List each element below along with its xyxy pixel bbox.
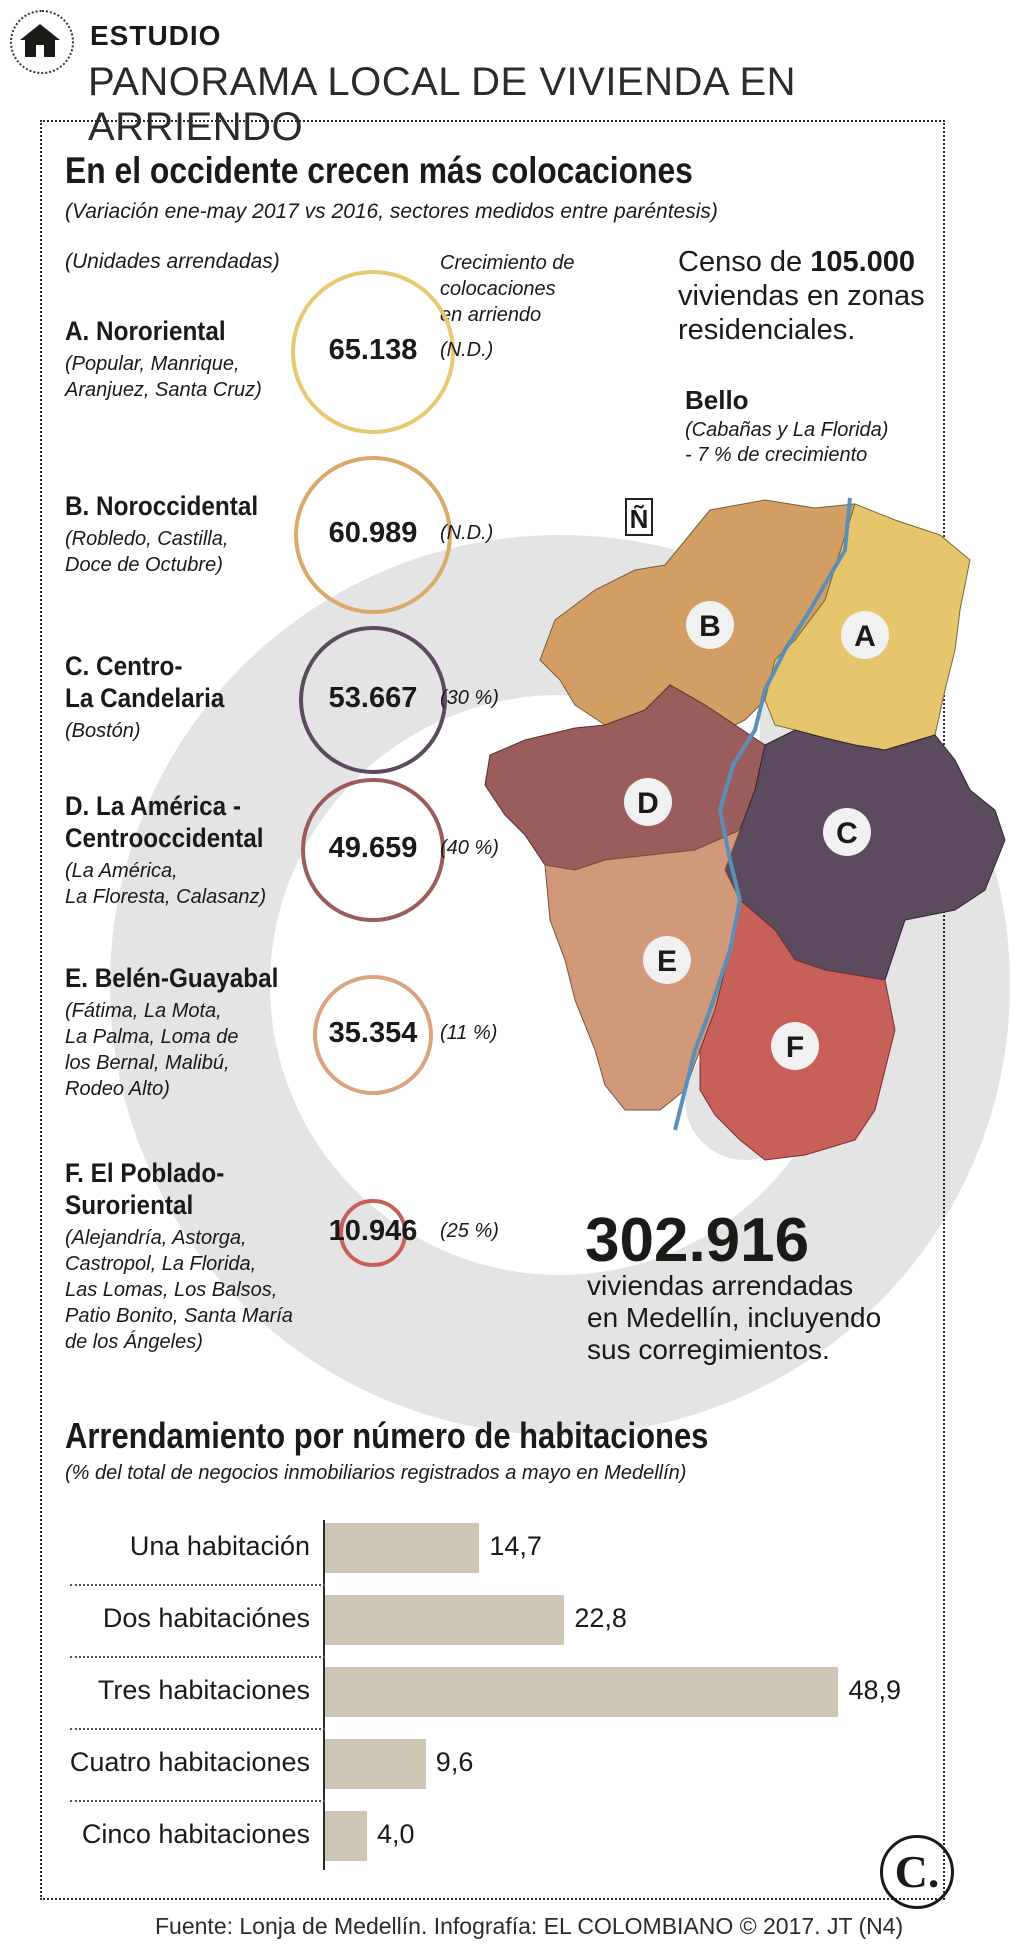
svg-text:B: B: [699, 610, 721, 643]
bar-category-label: Cuatro habitaciones: [69, 1747, 310, 1777]
sector-districts: los Bernal, Malibú,: [65, 1052, 230, 1074]
svg-text:C: C: [836, 817, 858, 850]
sector-growth: (30 %): [440, 687, 499, 709]
sector-districts: (Bostón): [65, 720, 141, 742]
bar-value-label: 14,7: [489, 1531, 542, 1561]
map-label-e: E: [643, 936, 691, 984]
bar-value-label: 9,6: [435, 1747, 474, 1777]
total-caption: viviendas arrendadas en Medellín, incluy…: [587, 1270, 882, 1365]
growth-header: Crecimiento de colocaciones en arriendo: [440, 252, 575, 326]
sector-ring: [339, 1199, 407, 1267]
sector-districts: (Popular, Manrique,: [65, 353, 240, 375]
bar-category-label: Una habitación: [129, 1531, 310, 1561]
sector-units: 35.354: [328, 1017, 418, 1049]
bar-axis: [323, 1520, 325, 1870]
bar-value-label: 22,8: [574, 1603, 627, 1633]
bello-name: Bello: [685, 385, 749, 415]
sector-units: 60.989: [328, 517, 418, 549]
sector-name: E. Belén-Guayabal: [65, 963, 279, 993]
north-icon: Ñ: [625, 498, 653, 536]
sector-districts: Las Lomas, Los Balsos,: [65, 1279, 278, 1301]
sector-districts: de los Ángeles): [65, 1331, 203, 1353]
sector-growth: (25 %): [440, 1220, 499, 1242]
sector-name: D. La América -: [65, 791, 242, 821]
sector-growth: (N.D.): [440, 522, 494, 544]
sector-name: Centrooccidental: [65, 823, 264, 853]
sector-ring: [291, 270, 455, 434]
map-label-f: F: [771, 1022, 819, 1070]
sector-ring: [312, 974, 434, 1096]
bar: [325, 1739, 426, 1789]
brand-logo: C.: [880, 1835, 954, 1909]
sector-name: F. El Poblado-: [65, 1158, 225, 1188]
sector-units: 65.138: [328, 334, 418, 366]
bar-value-label: 4,0: [377, 1819, 415, 1849]
sector-districts: Aranjuez, Santa Cruz): [65, 379, 262, 401]
units-label: (Unidades arrendadas): [65, 250, 280, 273]
total-number: 302.916: [585, 1206, 810, 1275]
chart-title: Arrendamiento por número de habitaciones: [65, 1415, 709, 1456]
sector-map: B A D C E F: [484, 497, 1006, 1161]
sector-districts: Patio Bonito, Santa María: [65, 1305, 293, 1327]
bar: [325, 1523, 480, 1573]
bar-category-label: Dos habitaciónes: [102, 1603, 310, 1633]
sector-districts: (Robledo, Castilla,: [65, 528, 229, 550]
row-separator: [70, 1584, 325, 1586]
row-separator: [70, 1656, 325, 1658]
sector-districts: La Palma, Loma de: [65, 1026, 239, 1048]
bar: [325, 1667, 839, 1717]
row-separator: [70, 1728, 325, 1730]
census-text: Censo de 105.000 viviendas en zonas resi…: [678, 246, 925, 346]
section-subtitle: (Variación ene-may 2017 vs 2016, sectore…: [65, 200, 718, 223]
map-river: [673, 497, 852, 1131]
bar: [325, 1811, 367, 1861]
sector-name: B. Noroccidental: [65, 491, 259, 521]
sector-units: 49.659: [328, 832, 418, 864]
bello-note: (Cabañas y La Florida) - 7 % de crecimie…: [685, 419, 889, 466]
home-icon: [10, 10, 74, 74]
row-separator: [70, 1800, 325, 1802]
kicker: ESTUDIO: [90, 20, 222, 51]
sector-units: 53.667: [328, 682, 418, 714]
map-label-b: B: [686, 601, 734, 649]
sector-districts: Rodeo Alto): [65, 1078, 170, 1100]
bar-value-label: 48,9: [848, 1675, 901, 1705]
bar-category-label: Cinco habitaciones: [81, 1819, 310, 1849]
page-title: PANORAMA LOCAL DE VIVIENDA EN ARRIENDO: [88, 60, 797, 149]
sector-growth: (11 %): [440, 1022, 498, 1044]
sector-ring: [301, 778, 445, 922]
map-label-c: C: [823, 808, 871, 856]
svg-text:A: A: [854, 620, 876, 653]
sector-districts: La Floresta, Calasanz): [65, 886, 267, 908]
svg-text:E: E: [657, 945, 677, 978]
map-label-a: A: [841, 611, 889, 659]
sector-ring: [298, 625, 448, 775]
svg-text:F: F: [786, 1031, 804, 1064]
sector-growth: (N.D.): [440, 339, 494, 361]
sector-districts: (La América,: [65, 860, 178, 882]
sector-name: A. Nororiental: [65, 316, 226, 346]
sector-growth: (40 %): [440, 837, 499, 859]
content-frame: [40, 120, 945, 1900]
bar-category-label: Tres habitaciones: [97, 1675, 310, 1705]
sector-districts: (Alejandría, Astorga,: [65, 1227, 247, 1249]
frame-bottom: [40, 1898, 945, 1900]
sector-districts: Castropol, La Florida,: [65, 1253, 257, 1275]
sector-name: La Candelaria: [65, 683, 225, 713]
sector-districts: (Fátima, La Mota,: [65, 1000, 222, 1022]
sector-units: 10.946: [328, 1215, 418, 1247]
footer-credit: Fuente: Lonja de Medellín. Infografía: E…: [155, 1913, 904, 1939]
sector-name: C. Centro-: [65, 651, 183, 681]
chart-subtitle: (% del total de negocios inmobiliarios r…: [65, 1462, 687, 1484]
sector-name: Suroriental: [65, 1190, 194, 1220]
svg-text:D: D: [637, 787, 659, 820]
bar: [325, 1595, 565, 1645]
map-label-d: D: [624, 778, 672, 826]
sector-districts: Doce de Octubre): [65, 554, 223, 576]
sector-ring: [293, 455, 453, 615]
section-title: En el occidente crecen más colocaciones: [65, 150, 693, 191]
